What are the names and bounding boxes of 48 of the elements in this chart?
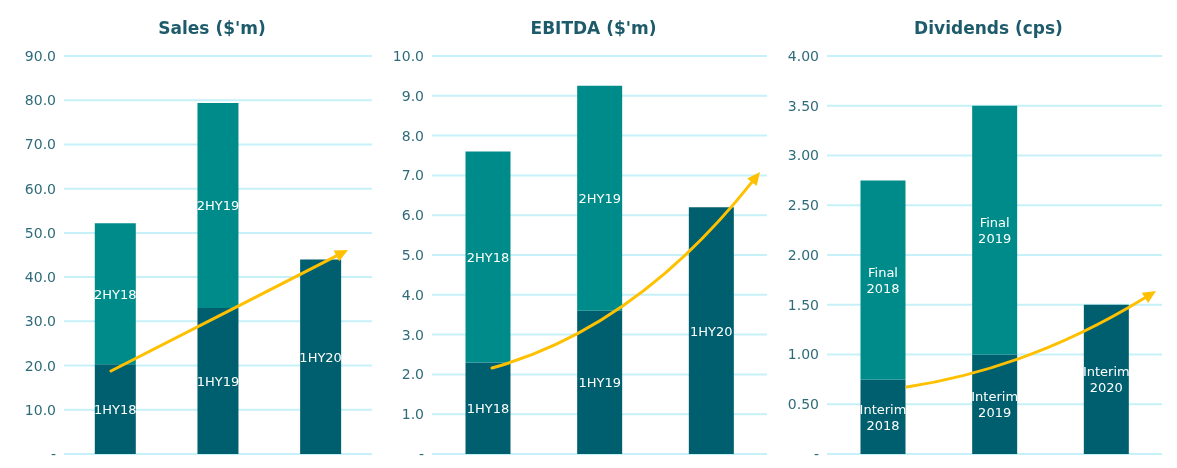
- y-tick-label: 3.50: [787, 97, 819, 114]
- y-tick-label: 0.50: [787, 396, 819, 413]
- y-tick-label: 30.0: [24, 313, 56, 330]
- series-label: Interim 2020: [1082, 363, 1130, 395]
- series-label: Interim 2019: [971, 388, 1019, 420]
- y-tick-label: 40.0: [24, 269, 56, 286]
- series-label: Interim 2018: [859, 401, 907, 433]
- series-label: 2HY18: [466, 249, 510, 265]
- series-label: 2HY19: [578, 190, 621, 206]
- y-tick-label: 90.0: [24, 47, 56, 64]
- y-tick-label: 1.0: [401, 406, 424, 423]
- y-tick-label: 10.0: [392, 47, 424, 64]
- y-tick-label: 80.0: [24, 92, 56, 109]
- y-tick-label: -: [418, 445, 424, 462]
- y-tick-label: 70.0: [24, 136, 56, 153]
- y-tick-label: 3.00: [787, 147, 819, 164]
- series-label: Final 2019: [978, 214, 1012, 246]
- series-label: 1HY20: [299, 349, 342, 365]
- series-label: 1HY18: [466, 400, 510, 416]
- series-label: 1HY18: [94, 401, 137, 417]
- series-label: Final 2018: [866, 264, 900, 296]
- chart-title: Sales ($'m): [157, 17, 267, 40]
- series-label: 1HY20: [690, 323, 733, 339]
- y-tick-label: 2.00: [787, 246, 819, 263]
- y-tick-label: 20.0: [24, 357, 56, 374]
- y-tick-label: 9.0: [401, 87, 424, 104]
- y-tick-label: 1.50: [787, 296, 819, 313]
- y-tick-label: -: [813, 445, 819, 462]
- y-tick-label: 60.0: [24, 180, 56, 197]
- series-label: 2HY19: [196, 197, 240, 213]
- series-label: 2HY18: [94, 286, 137, 302]
- y-tick-label: 1.00: [787, 346, 819, 363]
- series-label: 1HY19: [578, 374, 621, 390]
- chart-title: EBITDA ($'m): [529, 17, 658, 40]
- y-tick-label: 4.00: [787, 47, 819, 64]
- y-tick-label: 4.0: [401, 286, 424, 303]
- series-label: 1HY19: [196, 373, 240, 389]
- y-tick-label: 5.0: [401, 246, 424, 263]
- chart-title: Dividends (cps): [913, 17, 1064, 40]
- y-tick-label: 3.0: [401, 326, 424, 343]
- y-tick-label: 2.0: [401, 366, 424, 383]
- y-tick-label: 10.0: [24, 401, 56, 418]
- y-tick-label: -: [50, 445, 56, 462]
- y-tick-label: 50.0: [24, 224, 56, 241]
- y-tick-label: 7.0: [401, 167, 424, 184]
- y-tick-label: 6.0: [401, 207, 424, 224]
- y-tick-label: 8.0: [401, 127, 424, 144]
- y-tick-label: 2.50: [787, 197, 819, 214]
